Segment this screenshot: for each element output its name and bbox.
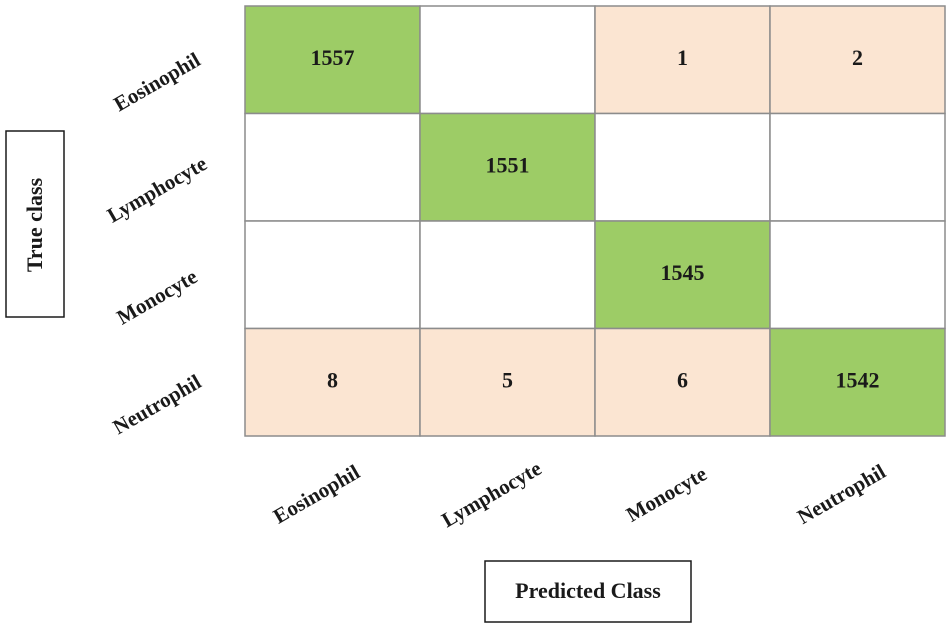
cell-value-r0-c2: 1 (677, 45, 688, 70)
matrix-cell-r1-c3 (769, 112, 946, 222)
matrix-cell-r2-c1 (419, 220, 596, 330)
cell-value-r3-c0: 8 (327, 367, 338, 392)
cell-value-r0-c3: 2 (852, 45, 863, 70)
row-label-neutrophil: Neutrophil (109, 369, 206, 439)
matrix-cell-r0-c2 (594, 5, 771, 115)
col-label-lymphocyte: Lymphocyte (437, 456, 545, 532)
matrix-cell-r1-c2 (594, 112, 771, 222)
matrix-cell-r3-c2 (594, 327, 771, 437)
cell-value-r3-c2: 6 (677, 367, 688, 392)
cell-value-r1-c1: 1551 (486, 152, 530, 177)
y-axis-title-box (5, 130, 65, 318)
row-label-eosinophil: Eosinophil (109, 47, 204, 116)
matrix-cell-r2-c3 (769, 220, 946, 330)
x-axis-title-box (484, 560, 692, 623)
matrix-cell-r3-c0 (244, 327, 421, 437)
matrix-cell-r2-c0 (244, 220, 421, 330)
col-label-eosinophil: Eosinophil (269, 460, 364, 529)
y-axis-title: True class (22, 177, 47, 272)
row-label-monocyte: Monocyte (113, 264, 202, 329)
cell-value-r2-c2: 1545 (661, 260, 705, 285)
matrix-cell-r1-c0 (244, 112, 421, 222)
cell-value-r3-c3: 1542 (836, 367, 880, 392)
matrix-cell-r3-c3 (769, 327, 946, 437)
cell-value-r3-c1: 5 (502, 367, 513, 392)
matrix-cell-r0-c1 (419, 5, 596, 115)
matrix-cell-r0-c3 (769, 5, 946, 115)
x-axis-title: Predicted Class (515, 578, 661, 603)
matrix-cell-r2-c2 (594, 220, 771, 330)
col-label-monocyte: Monocyte (622, 462, 711, 527)
row-label-lymphocyte: Lymphocyte (103, 151, 211, 227)
matrix-cells: 1557 1 2 1551 1545 8 5 6 1542 (244, 5, 946, 437)
cell-value-r0-c0: 1557 (311, 45, 355, 70)
matrix-cell-r3-c1 (419, 327, 596, 437)
matrix-cell-r0-c0 (244, 5, 421, 115)
col-label-neutrophil: Neutrophil (793, 459, 890, 529)
row-tick-labels: Eosinophil Lymphocyte Monocyte Neutrophil (103, 47, 211, 439)
matrix-cell-r1-c1 (419, 112, 596, 222)
column-tick-labels: Eosinophil Lymphocyte Monocyte Neutrophil (269, 456, 890, 532)
